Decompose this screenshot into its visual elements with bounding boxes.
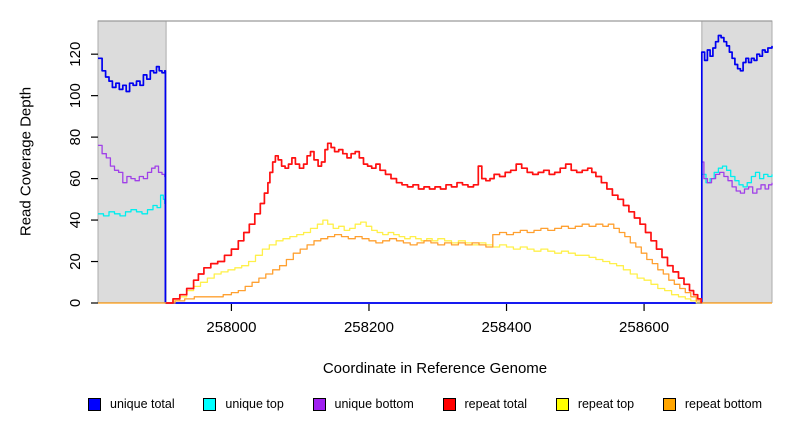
x-tick-label: 258600 bbox=[619, 319, 669, 336]
legend-label: repeat bottom bbox=[684, 397, 762, 411]
legend-item-repeat-bottom: repeat bottom bbox=[662, 397, 762, 411]
legend-item-unique-bottom: unique bottom bbox=[312, 397, 414, 411]
highlight-region-left bbox=[97, 20, 167, 303]
repeat-bottom-swatch bbox=[662, 397, 676, 411]
legend-item-repeat-top: repeat top bbox=[555, 397, 635, 411]
series-repeat-top bbox=[98, 219, 772, 304]
legend-item-unique-total: unique total bbox=[88, 397, 175, 411]
y-tick-label: 40 bbox=[67, 212, 84, 229]
coverage-plot: 0 20 40 60 80 100 120 258000 258200 258400 258600 bbox=[67, 20, 773, 336]
unique-bottom-swatch bbox=[312, 397, 326, 411]
series-repeat-bottom bbox=[98, 223, 772, 304]
legend-item-unique-top: unique top bbox=[203, 397, 284, 411]
y-tick-label: 120 bbox=[67, 42, 84, 67]
y-tick-label: 20 bbox=[67, 253, 84, 270]
legend: unique total unique top unique bottom repea… bbox=[88, 397, 762, 411]
highlight-region-right bbox=[701, 20, 773, 303]
y-tick-label: 0 bbox=[67, 299, 84, 307]
legend-label: repeat top bbox=[577, 397, 635, 411]
y-tick-label: 100 bbox=[67, 83, 84, 108]
x-axis-label: Coordinate in Reference Genome bbox=[322, 360, 548, 377]
x-tick-label: 258000 bbox=[206, 319, 256, 336]
unique-top-swatch bbox=[203, 397, 217, 411]
unique-total-swatch bbox=[88, 397, 101, 411]
y-axis-label: Read Coverage Depth bbox=[17, 86, 35, 237]
y-tick-label: 60 bbox=[67, 170, 84, 187]
series-repeat-total bbox=[166, 142, 703, 304]
series-unique-total bbox=[98, 34, 773, 304]
repeat-top-swatch bbox=[555, 397, 569, 411]
legend-label: unique top bbox=[225, 397, 284, 411]
x-tick-label: 258200 bbox=[344, 319, 394, 336]
x-tick-label: 258400 bbox=[481, 319, 531, 336]
legend-label: unique total bbox=[110, 397, 175, 411]
y-tick-label: 80 bbox=[67, 129, 84, 146]
legend-label: repeat total bbox=[464, 397, 528, 411]
legend-label: unique bottom bbox=[334, 397, 414, 411]
repeat-total-swatch bbox=[442, 397, 456, 411]
legend-item-repeat-total: repeat total bbox=[442, 397, 528, 411]
